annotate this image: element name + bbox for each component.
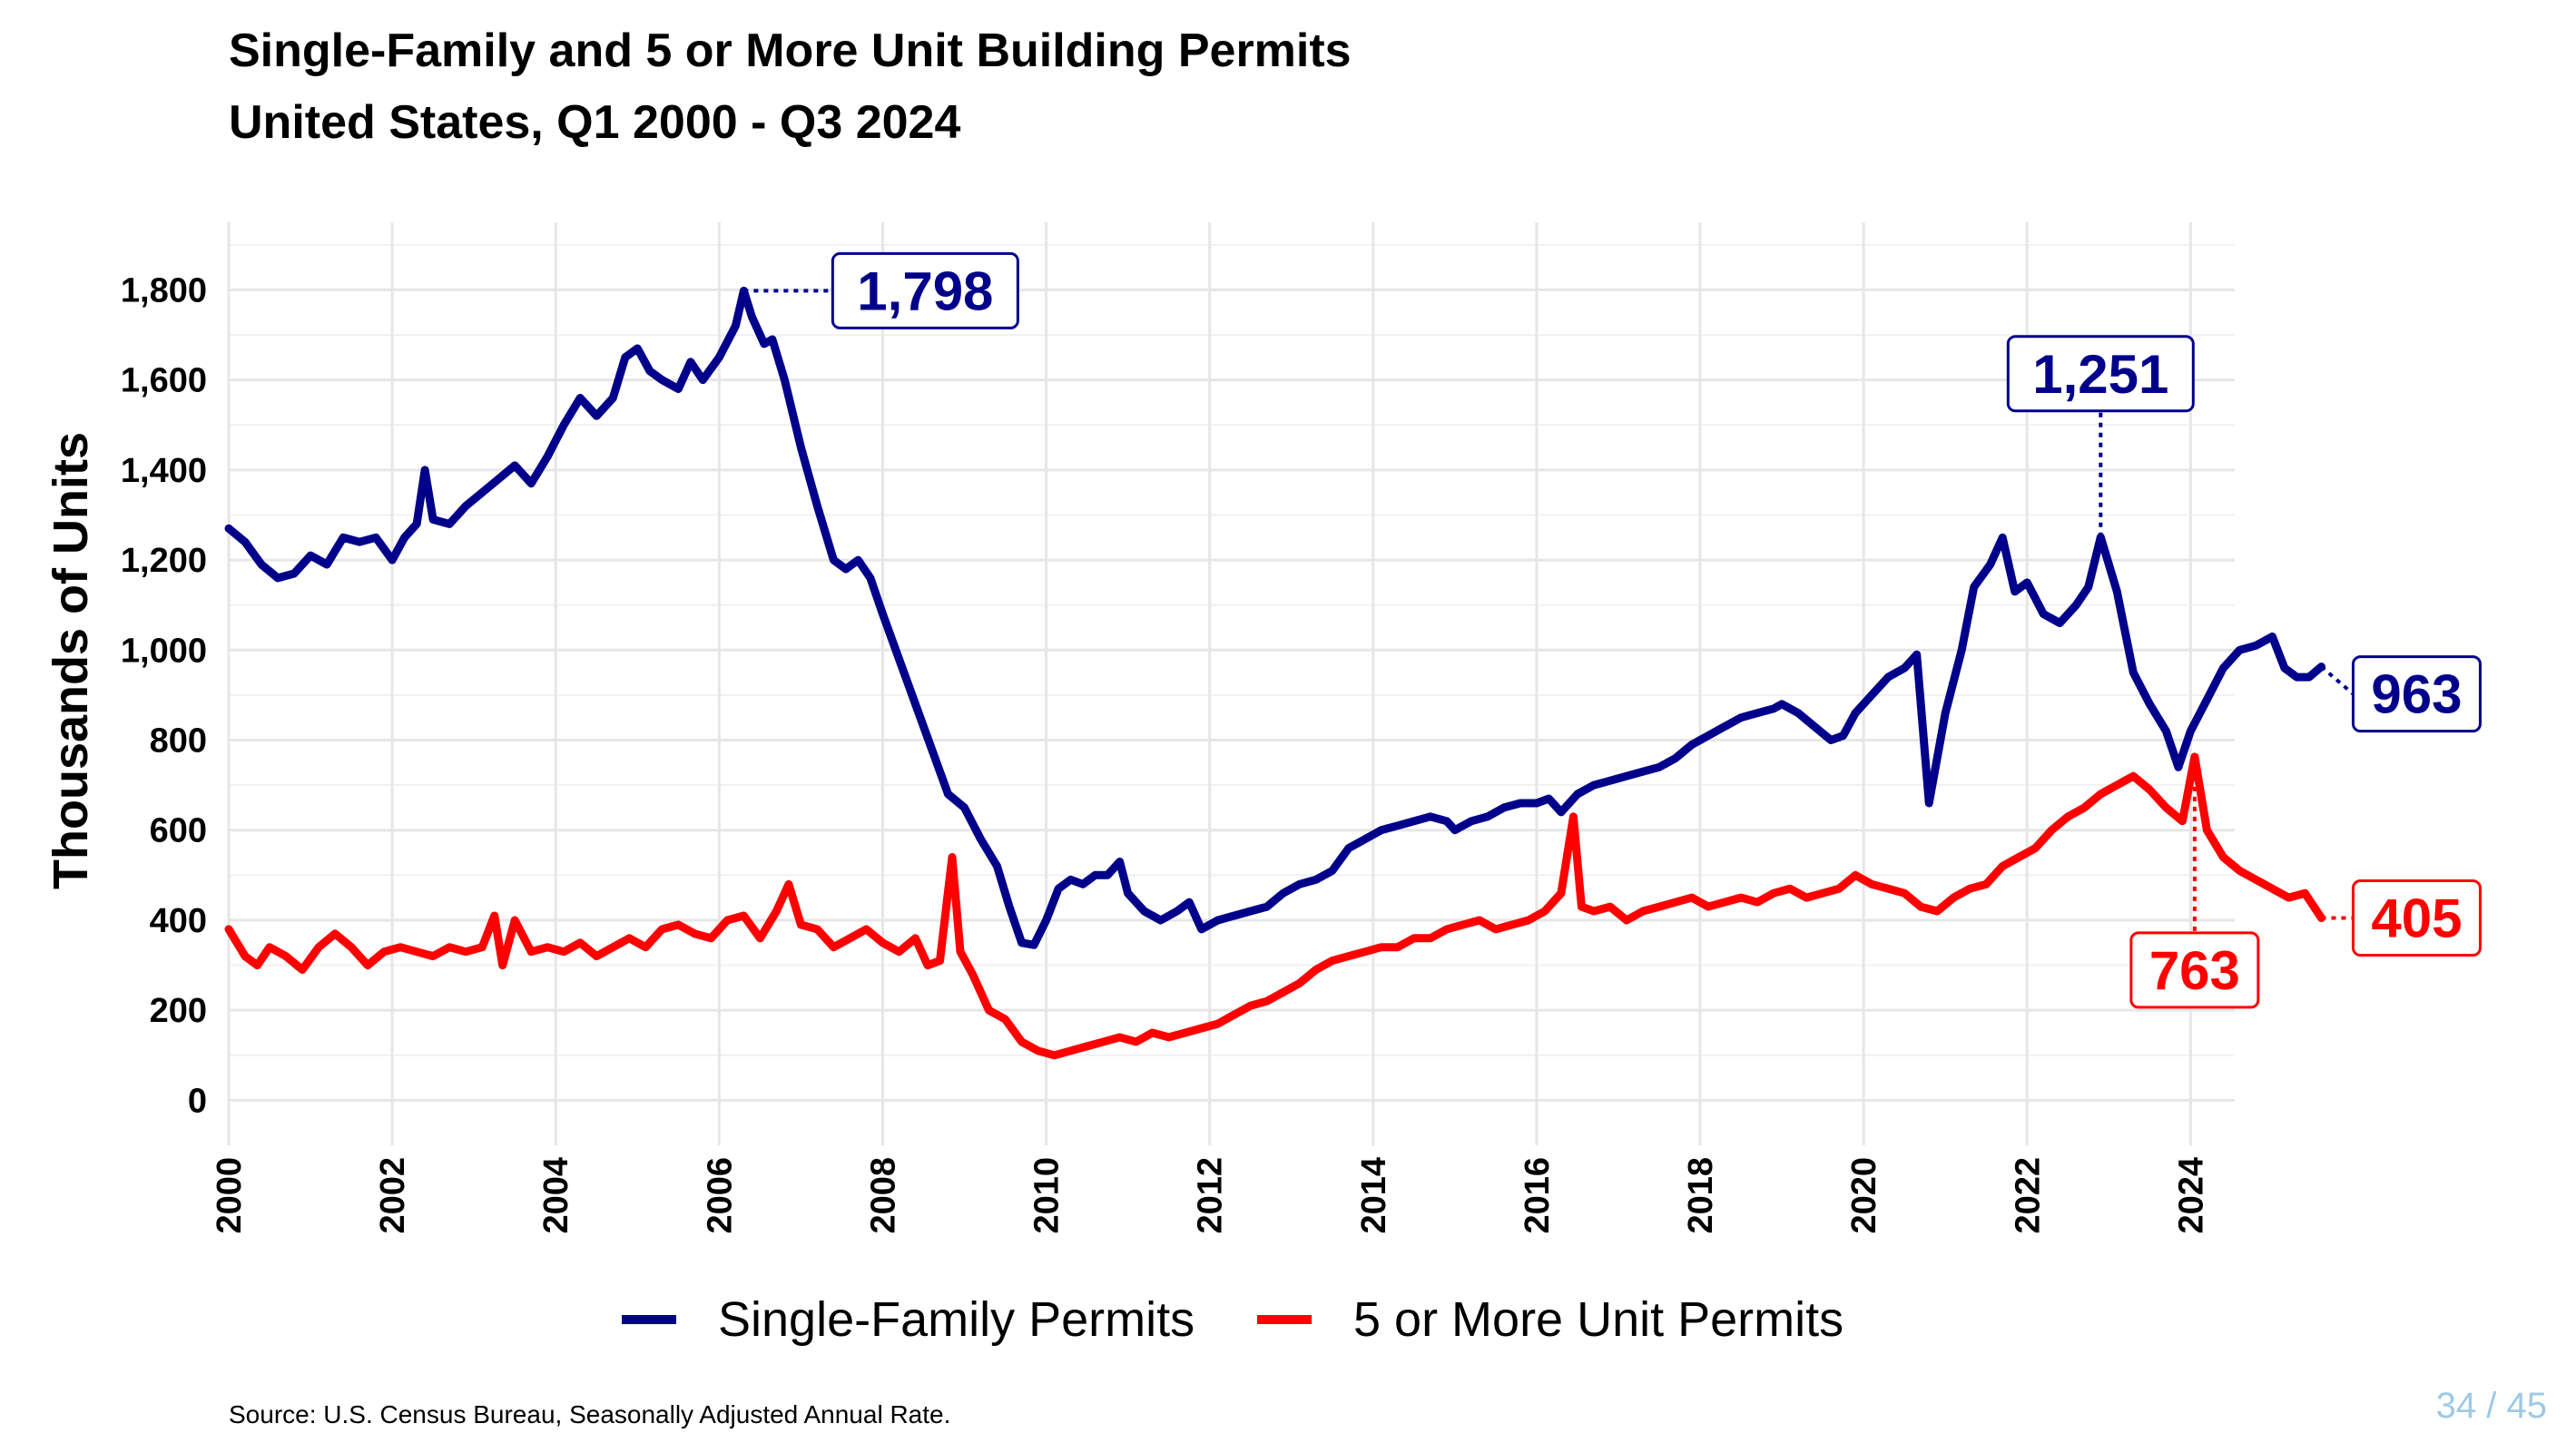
legend-label: 5 or More Unit Permits	[1353, 1292, 1844, 1347]
annotation-box	[2006, 335, 2195, 413]
annotation-label: 763	[2149, 940, 2240, 1001]
annotation-label: 405	[2371, 888, 2462, 948]
x-tick-label: 2014	[1355, 1157, 1393, 1234]
y-tick-label: 1,600	[121, 362, 207, 400]
y-tick-label: 1,800	[121, 271, 207, 309]
annotation-box	[2351, 879, 2482, 957]
chart-subtitle: United States, Q1 2000 - Q3 2024	[229, 96, 960, 149]
source-note: Source: U.S. Census Bureau, Seasonally A…	[229, 1400, 950, 1428]
y-tick-label: 600	[150, 812, 207, 850]
x-tick-label: 2004	[537, 1157, 575, 1234]
annotation-box	[2129, 931, 2260, 1009]
x-tick-label: 2008	[864, 1157, 902, 1234]
x-tick-label: 2024	[2172, 1157, 2210, 1234]
annotations: 1,798 1,251 963 763 405	[743, 251, 2482, 1009]
annotation-label: 1,251	[2032, 344, 2168, 405]
chart-title: Single-Family and 5 or More Unit Buildin…	[229, 25, 1352, 77]
series-line-5-or-more-unit-permits	[224, 752, 2325, 1060]
plot-area	[224, 286, 2325, 1060]
annotation-label: 1,798	[857, 260, 993, 321]
x-tick-label: 2010	[1028, 1157, 1067, 1234]
x-tick-label: 2022	[2009, 1157, 2047, 1234]
x-tick-label: 2000	[211, 1157, 249, 1234]
slide-page-number: 34 / 45	[2435, 1386, 2547, 1426]
x-tick-label: 2006	[701, 1157, 739, 1234]
y-tick-label: 200	[150, 992, 207, 1030]
x-tick-label: 2016	[1519, 1157, 1557, 1234]
x-axis-ticks: 2000 2002 2004 2006 2008 2010 2012 2014 2016 2018…	[211, 1157, 2210, 1234]
x-tick-label: 2020	[1845, 1157, 1883, 1234]
annotation-label: 963	[2371, 664, 2462, 725]
gridlines	[227, 222, 2235, 1145]
x-tick-label: 2002	[374, 1157, 412, 1234]
y-tick-label: 1,000	[121, 632, 207, 670]
y-axis-ticks: 0 200 400 600 800 1,000 1,200 1,400 1,600 1,800	[121, 271, 207, 1120]
annotation-box	[2351, 655, 2482, 733]
legend: Single-Family Permits 5 or More Unit Perm…	[622, 1292, 1844, 1347]
y-tick-label: 800	[150, 722, 207, 761]
y-tick-label: 1,400	[121, 452, 207, 490]
y-axis-label: Thousands of Units	[44, 432, 98, 889]
series-line-single-family-permits	[224, 286, 2325, 949]
y-tick-label: 1,200	[121, 542, 207, 580]
y-tick-label: 0	[188, 1082, 207, 1120]
x-tick-label: 2012	[1192, 1157, 1230, 1234]
y-tick-label: 400	[150, 902, 207, 940]
annotation-box	[831, 251, 1019, 329]
annotation-leader	[2320, 665, 2355, 696]
x-tick-label: 2018	[1682, 1157, 1720, 1234]
legend-label: Single-Family Permits	[718, 1292, 1195, 1347]
